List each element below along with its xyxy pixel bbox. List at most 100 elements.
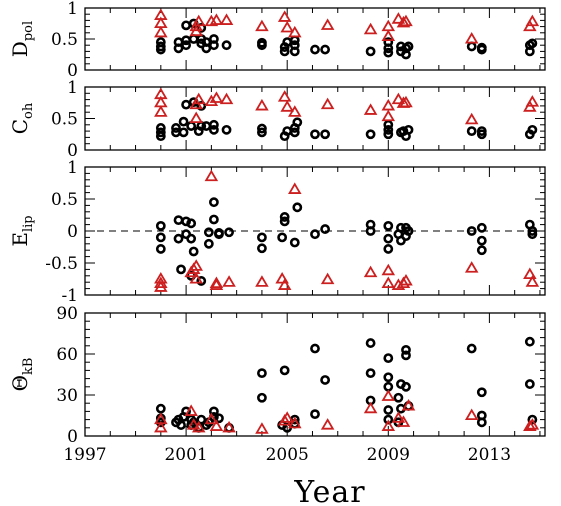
- circle-point: [401, 381, 411, 392]
- triangle-point: [525, 95, 540, 107]
- circle-point: [476, 417, 487, 428]
- y-axis-label: ΘkB: [8, 358, 36, 392]
- circle-point: [155, 403, 166, 414]
- circle-point: [155, 220, 166, 231]
- triangle-point: [363, 401, 378, 414]
- y-axis-label: Coh: [8, 102, 36, 134]
- circle-point: [173, 215, 184, 226]
- points-layer: [154, 8, 540, 60]
- circle-point: [383, 244, 394, 254]
- triangle-point: [154, 276, 168, 289]
- triangle-point: [154, 95, 168, 108]
- triangle-point: [209, 278, 224, 290]
- circle-point: [466, 226, 477, 236]
- y-tick-label: 0: [67, 61, 78, 81]
- triangle-point: [219, 13, 234, 25]
- triangle-point: [396, 415, 411, 427]
- triangle-point: [280, 411, 294, 423]
- circle-point: [155, 37, 166, 47]
- y-tick-label: 1: [67, 78, 78, 98]
- triangle-point: [219, 92, 234, 105]
- circle-point: [289, 35, 300, 46]
- triangle-point: [277, 278, 292, 290]
- circle-point: [201, 121, 212, 131]
- triangle-point: [222, 275, 236, 287]
- circle-point: [527, 414, 538, 425]
- triangle-point: [464, 32, 479, 44]
- triangle-point: [288, 182, 302, 194]
- circle-point: [476, 245, 487, 256]
- x-tick-label: 2001: [164, 445, 207, 465]
- y-axis-label-subscript: pol: [21, 21, 36, 41]
- circle-point: [476, 126, 487, 137]
- triangle-point: [320, 97, 335, 110]
- triangle-point: [381, 276, 396, 289]
- y-axis-label: Dpol: [8, 21, 36, 57]
- circle-point: [365, 338, 376, 348]
- triangle-point: [288, 105, 302, 117]
- triangle-point: [396, 15, 411, 28]
- circle-point: [466, 343, 477, 354]
- triangle-point: [320, 18, 335, 30]
- circle-point: [476, 222, 487, 233]
- triangle-point: [154, 420, 168, 433]
- x-tick-label: 2009: [367, 445, 410, 465]
- panel-2: 0 0.5 1 Coh: [8, 78, 546, 161]
- triangle-point: [363, 265, 378, 278]
- triangle-point: [391, 92, 406, 105]
- circle-point: [292, 117, 303, 128]
- circle-point: [181, 216, 191, 227]
- circle-point: [403, 124, 414, 135]
- triangle-point: [154, 105, 168, 117]
- x-axis-label: Year: [293, 475, 365, 506]
- circle-point: [383, 381, 394, 392]
- circle-point: [257, 243, 267, 254]
- circle-point: [221, 40, 232, 51]
- panel-4: 0 30 60 90 1997 2001 2005 2009 2013 ΘkB: [8, 304, 546, 465]
- circle-point: [257, 232, 267, 243]
- triangle-point: [523, 267, 537, 280]
- circle-point: [173, 233, 184, 244]
- plot-frame: [84, 312, 546, 437]
- circle-point: [279, 46, 290, 57]
- circle-point: [277, 232, 288, 243]
- circle-point: [209, 124, 219, 135]
- triangle-point: [381, 29, 396, 42]
- circle-point: [476, 42, 487, 53]
- y-axis-label-main: D: [8, 41, 32, 57]
- circle-point: [383, 405, 394, 415]
- circle-point: [203, 238, 214, 249]
- triangle-point: [288, 416, 302, 429]
- y-axis-label-subscript: lip: [21, 215, 36, 232]
- y-tick-label: 0: [67, 222, 78, 242]
- y-tick-label: 0.5: [51, 190, 78, 210]
- circle-point: [320, 44, 331, 55]
- circle-point: [181, 40, 191, 51]
- circle-point: [527, 124, 538, 135]
- circle-point: [209, 119, 219, 130]
- circle-point: [155, 127, 166, 138]
- y-tick-label: 0: [67, 141, 78, 161]
- circle-point: [224, 227, 234, 238]
- circle-point: [310, 129, 320, 140]
- circle-point: [203, 227, 214, 238]
- triangle-point: [154, 280, 168, 292]
- triangle-point: [204, 169, 219, 182]
- triangle-point: [191, 14, 206, 27]
- points-layer: [154, 336, 540, 434]
- circle-point: [178, 116, 189, 127]
- circle-point: [476, 235, 487, 246]
- circle-point: [476, 387, 487, 398]
- triangle-point: [288, 25, 302, 38]
- y-tick-label: 60: [56, 345, 78, 365]
- circle-point: [527, 38, 538, 49]
- circle-point: [383, 119, 394, 130]
- circle-point: [155, 232, 166, 243]
- triangle-point: [399, 273, 413, 286]
- triangle-point: [191, 92, 206, 105]
- triangle-point: [255, 275, 269, 287]
- triangle-point: [154, 8, 168, 20]
- circle-point: [383, 372, 394, 383]
- y-tick-label: 0.5: [51, 30, 78, 50]
- triangle-point: [209, 419, 224, 431]
